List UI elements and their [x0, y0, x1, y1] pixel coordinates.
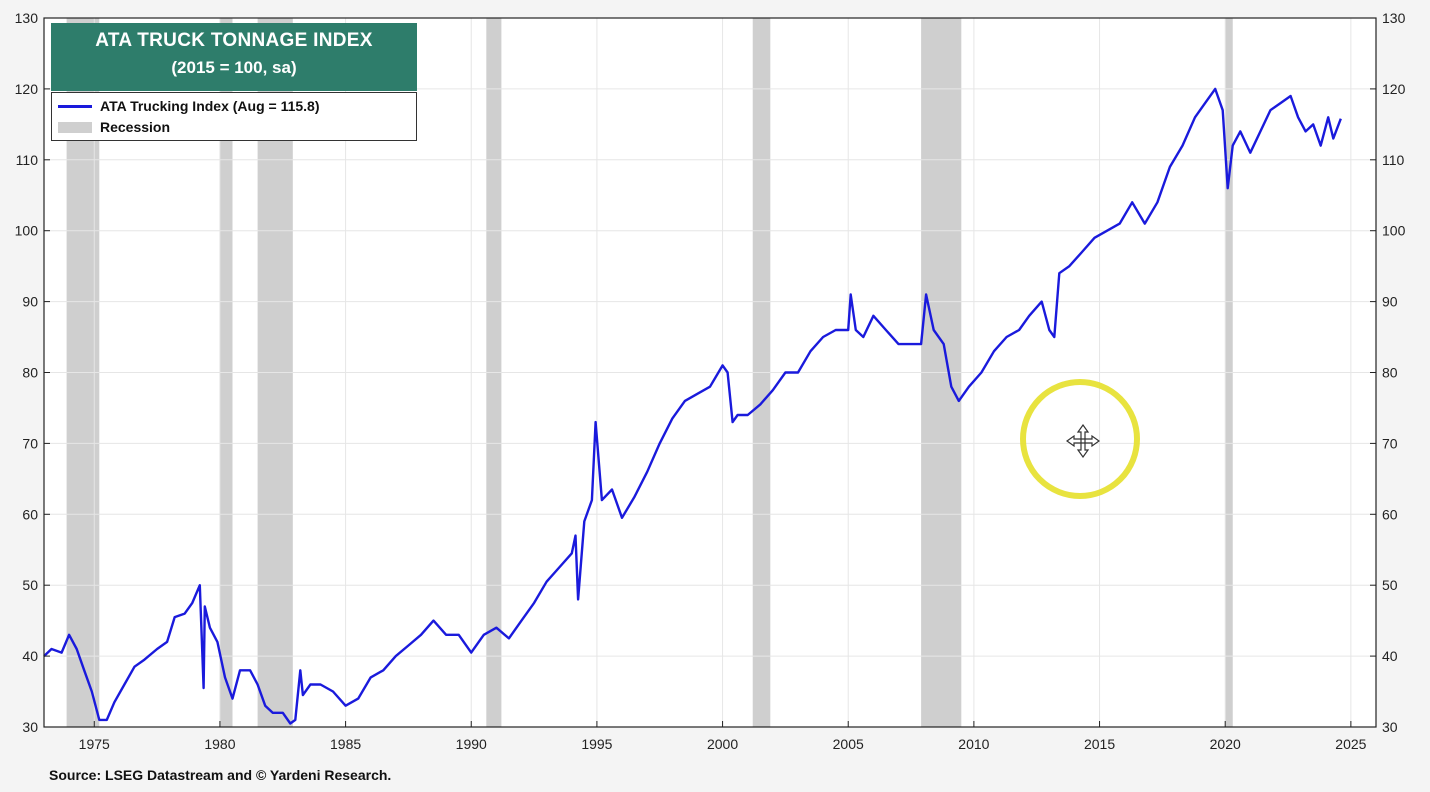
y-tick-label-left: 50: [22, 577, 38, 593]
y-tick-label-right: 60: [1382, 506, 1398, 522]
y-tick-label-left: 40: [22, 648, 38, 664]
y-tick-label-left: 70: [22, 435, 38, 451]
y-tick-label-left: 120: [15, 81, 39, 97]
move-cursor-icon: [1066, 424, 1100, 458]
chart-title: ATA TRUCK TONNAGE INDEX: [95, 30, 373, 51]
y-tick-label-right: 30: [1382, 719, 1398, 735]
y-tick-label-right: 110: [1382, 152, 1405, 168]
y-tick-label-right: 80: [1382, 365, 1398, 381]
series-layer: [43, 87, 1342, 725]
y-tick-label-right: 100: [1382, 223, 1406, 239]
y-tick-label-right: 70: [1382, 435, 1398, 451]
chart-title-box: ATA TRUCK TONNAGE INDEX (2015 = 100, sa): [51, 23, 417, 91]
legend: ATA Trucking Index (Aug = 115.8) Recessi…: [51, 92, 417, 141]
y-tick-label-right: 40: [1382, 648, 1398, 664]
x-tick-label: 1975: [79, 736, 110, 752]
series-line-0: [43, 87, 1342, 725]
y-tick-label-right: 50: [1382, 577, 1398, 593]
y-tick-label-left: 30: [22, 719, 38, 735]
y-tick-label-left: 100: [15, 223, 39, 239]
y-tick-label-left: 60: [22, 506, 38, 522]
x-tick-label: 1980: [204, 736, 235, 752]
y-tick-label-left: 110: [16, 152, 39, 168]
y-tick-label-right: 120: [1382, 81, 1406, 97]
cursor-highlight-ring: [1020, 379, 1140, 499]
legend-item-series: ATA Trucking Index (Aug = 115.8): [58, 98, 320, 114]
legend-series-swatch: [58, 104, 92, 108]
x-tick-label: 1990: [456, 736, 487, 752]
legend-recession-swatch: [58, 121, 92, 133]
chart-subtitle: (2015 = 100, sa): [171, 58, 297, 77]
y-tick-label-left: 90: [22, 294, 38, 310]
x-tick-label: 2010: [958, 736, 989, 752]
y-tick-label-left: 80: [22, 365, 38, 381]
legend-item-recession: Recession: [58, 119, 170, 135]
legend-series-label: ATA Trucking Index (Aug = 115.8): [100, 98, 320, 114]
source-note: Source: LSEG Datastream and © Yardeni Re…: [49, 767, 392, 783]
x-tick-label: 2015: [1084, 736, 1115, 752]
y-tick-label-right: 90: [1382, 294, 1398, 310]
legend-recession-label: Recession: [100, 119, 171, 135]
axis-labels: 30 30 40 40 50 50 60 60 70 70 80 80 90 90 100 100 110 110…: [15, 10, 1406, 752]
x-tick-label: 2005: [833, 736, 864, 752]
x-tick-label: 2020: [1210, 736, 1241, 752]
x-tick-label: 2025: [1335, 736, 1366, 752]
x-tick-label: 1995: [581, 736, 612, 752]
x-tick-label: 1985: [330, 736, 361, 752]
x-tick-label: 2000: [707, 736, 738, 752]
y-tick-label-right: 130: [1382, 10, 1406, 26]
y-tick-label-left: 130: [15, 10, 39, 26]
